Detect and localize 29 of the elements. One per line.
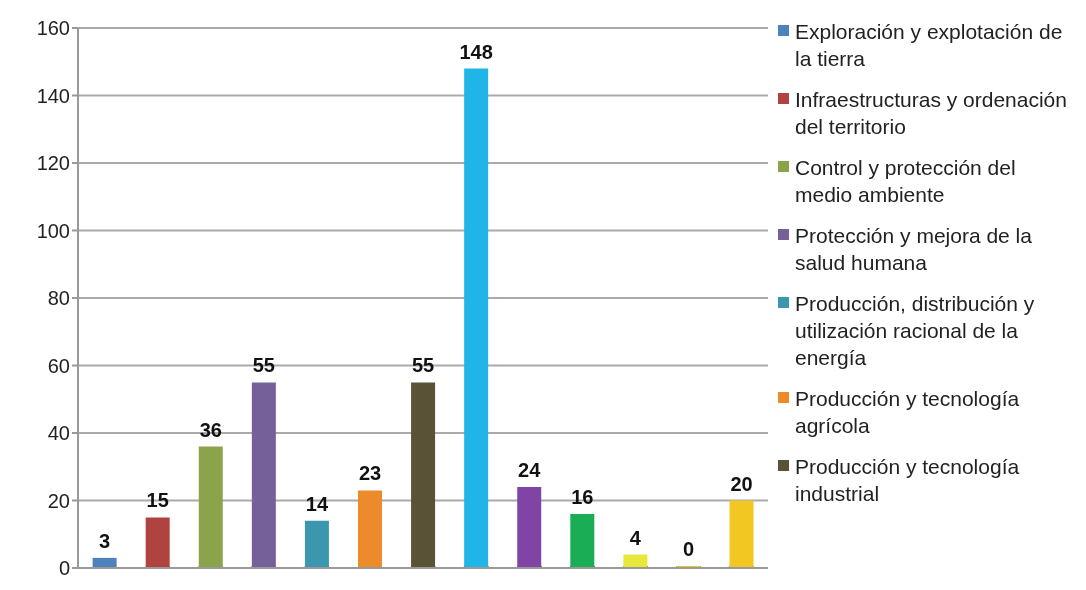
data-label: 0	[682, 538, 695, 560]
y-tick-label: 140	[36, 84, 70, 107]
y-tick-label: 40	[47, 422, 70, 445]
data-label: 14	[305, 492, 329, 515]
legend-label: Protección y mejora de la salud humana	[795, 223, 1033, 276]
data-label: 55	[252, 354, 275, 377]
y-tick-label: 80	[47, 287, 70, 310]
data-label: 23	[358, 462, 382, 485]
legend-label: Infraestructuras y ordenación del territorio	[795, 87, 1068, 140]
data-label: 15	[146, 489, 169, 512]
legend-label: Exploración y explotación de la tierra	[795, 19, 1064, 72]
data-label: 16	[571, 486, 594, 508]
y-tick-label: 120	[36, 152, 70, 175]
y-tick-label: 0	[58, 557, 70, 580]
y-tick-label: 20	[47, 489, 70, 512]
legend-label: Producción y tecnología industrial	[795, 454, 1021, 507]
y-tick-label: 60	[47, 354, 70, 377]
data-label: 3	[99, 529, 111, 552]
legend-label: Producción, distribución y utilización racional de la energía	[795, 291, 1036, 371]
data-label: 24	[518, 459, 542, 481]
y-tick-label: 100	[36, 219, 70, 242]
data-label: 4	[629, 526, 642, 549]
data-label: 55	[411, 354, 435, 377]
legend-label: Producción y tecnología agrícola	[795, 386, 1021, 439]
data-label: 148	[459, 40, 493, 63]
data-label: 36	[199, 418, 222, 441]
y-tick-label: 160	[36, 17, 70, 40]
data-label: 20	[730, 472, 753, 495]
legend-label: Control y protección del medio ambiente	[795, 155, 1017, 208]
